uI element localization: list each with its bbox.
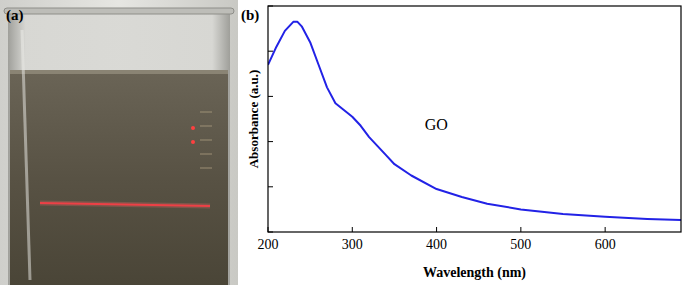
laser-beam <box>40 203 210 206</box>
laser-spot <box>191 140 195 144</box>
graduation <box>200 154 212 155</box>
x-tick <box>520 227 521 232</box>
x-tick-label: 600 <box>595 237 616 252</box>
figure: (a) (b) 200 300 400 500 600 GO Wavelength (nm) Ab… <box>0 0 685 285</box>
graduation <box>200 140 212 141</box>
laser-spot <box>191 126 195 130</box>
glass-highlight <box>22 30 30 280</box>
liquid-surface <box>10 70 228 74</box>
x-tick-label: 300 <box>342 237 363 252</box>
x-tick <box>436 227 437 232</box>
x-tick-label: 400 <box>426 237 447 252</box>
liquid <box>10 72 228 285</box>
beaker-rim <box>4 8 234 14</box>
spectrum-line <box>268 22 681 220</box>
y-axis-label: Absorbance (a.u.) <box>246 70 261 169</box>
beaker-glass <box>8 10 230 285</box>
photo-background <box>0 0 238 285</box>
plot-frame <box>268 6 681 232</box>
chart-background <box>238 0 685 285</box>
x-axis-label: Wavelength (nm) <box>423 265 526 281</box>
graduation <box>200 126 212 127</box>
panel-label: (a) <box>6 7 24 24</box>
graduation <box>200 168 212 169</box>
y-tick <box>268 186 273 187</box>
y-tick <box>268 96 273 97</box>
x-tick <box>352 227 353 232</box>
plot-area <box>268 22 681 220</box>
laser-glow <box>40 203 210 206</box>
x-tick-label: 200 <box>258 237 279 252</box>
graduation <box>200 112 212 113</box>
x-tick-label: 500 <box>510 237 531 252</box>
annotation: GO <box>425 116 448 133</box>
y-tick <box>268 141 273 142</box>
y-tick <box>268 51 273 52</box>
x-tick <box>605 227 606 232</box>
panel-label: (b) <box>241 7 259 24</box>
